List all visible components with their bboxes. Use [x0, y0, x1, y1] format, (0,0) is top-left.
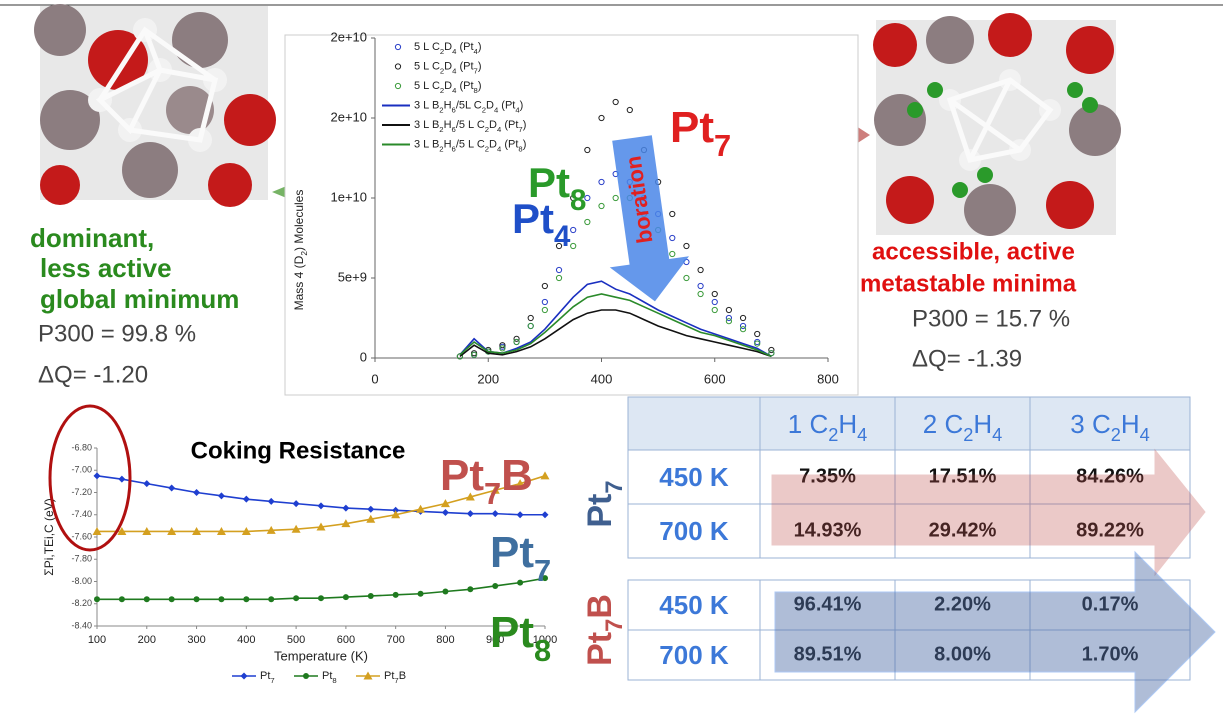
marker [492, 510, 499, 517]
y-tick-label: -7.40 [71, 509, 92, 519]
x-tick-label: 200 [138, 634, 156, 646]
marker [492, 583, 498, 589]
marker [467, 586, 473, 592]
marker [143, 480, 150, 487]
marker [119, 596, 125, 602]
y-tick-label: 2e+10 [330, 109, 367, 124]
marker [144, 596, 150, 602]
marker [517, 580, 523, 586]
legend-label: Pt8 [322, 670, 337, 685]
marker [467, 510, 474, 517]
charge: ΔQ= -1.39 [912, 345, 1022, 372]
left-structure-image [34, 4, 276, 207]
marker [368, 593, 374, 599]
caption-line: accessible, active [872, 238, 1075, 265]
legend-label: Pt7 [260, 670, 275, 685]
marker [194, 596, 200, 602]
marker [293, 500, 300, 507]
marker [342, 505, 349, 512]
marker [268, 596, 274, 602]
marker [218, 492, 225, 499]
annotation: Pt7 [490, 528, 551, 588]
x-tick-label: 100 [88, 634, 106, 646]
row-label: 450 K [659, 462, 729, 492]
marker [293, 595, 299, 601]
x-tick-label: 400 [237, 634, 255, 646]
x-tick-label: 600 [704, 371, 726, 386]
y-tick-label: 1e+10 [330, 189, 367, 204]
marker [442, 509, 449, 516]
x-tick-label: 800 [817, 371, 839, 386]
marker [218, 596, 224, 602]
marker [318, 502, 325, 509]
x-tick-label: 600 [337, 634, 355, 646]
x-tick-label: 0 [371, 371, 378, 386]
right-structure-image [873, 13, 1121, 236]
row-label: 700 K [659, 640, 729, 670]
y-tick-label: -7.60 [71, 531, 92, 541]
marker [318, 595, 324, 601]
x-axis-label: Temperature (K) [274, 648, 368, 663]
marker [243, 496, 250, 503]
y-tick-label: -7.20 [71, 487, 92, 497]
y-tick-label: -8.40 [71, 620, 92, 630]
y-tick-label: -7.80 [71, 554, 92, 564]
marker [94, 472, 101, 479]
marker [303, 673, 309, 679]
annotation: Pt8 [490, 608, 551, 668]
charge: ΔQ= -1.20 [38, 361, 148, 388]
marker [243, 596, 249, 602]
header-cell [628, 397, 760, 450]
y-tick-label: -8.20 [71, 598, 92, 608]
y-tick-label: 2e+10 [330, 29, 367, 44]
marker [517, 511, 524, 518]
row-label: 700 K [659, 516, 729, 546]
table-arrow [775, 552, 1215, 712]
group-label: Pt7 [581, 480, 628, 527]
marker [393, 592, 399, 598]
caption-line: global minimum [40, 284, 239, 314]
marker [367, 506, 374, 513]
marker [94, 596, 100, 602]
x-tick-label: 200 [477, 371, 499, 386]
caption-line: metastable minima [860, 270, 1077, 297]
probability: P300 = 15.7 % [912, 305, 1070, 332]
y-tick-label: 5e+9 [338, 269, 367, 284]
marker [343, 594, 349, 600]
caption-line: less active [40, 253, 172, 283]
y-tick-label: -8.00 [71, 576, 92, 586]
row-label: 450 K [659, 590, 729, 620]
x-tick-label: 500 [287, 634, 305, 646]
probability: P300 = 99.8 % [38, 320, 196, 347]
x-tick-label: 400 [591, 371, 613, 386]
group-label: Pt7B [581, 594, 628, 666]
x-tick-label: 700 [386, 634, 404, 646]
legend-label: Pt7B [384, 670, 406, 685]
marker [193, 489, 200, 496]
marker [241, 673, 248, 680]
x-tick-label: 300 [187, 634, 205, 646]
marker [168, 485, 175, 492]
marker [541, 471, 550, 479]
marker [542, 511, 549, 518]
y-tick-label: 0 [360, 349, 367, 364]
marker [169, 596, 175, 602]
y-tick-label: -7.00 [71, 465, 92, 475]
x-tick-label: 800 [436, 634, 454, 646]
caption-line: dominant, [30, 223, 154, 253]
slide: 05e+91e+102e+102e+100200400600800Mass 4 … [0, 0, 1223, 718]
marker [118, 476, 125, 483]
chart-title: Coking Resistance [191, 437, 406, 464]
marker [418, 591, 424, 597]
marker [442, 589, 448, 595]
marker [268, 498, 275, 505]
y-tick-label: -6.80 [71, 442, 92, 452]
